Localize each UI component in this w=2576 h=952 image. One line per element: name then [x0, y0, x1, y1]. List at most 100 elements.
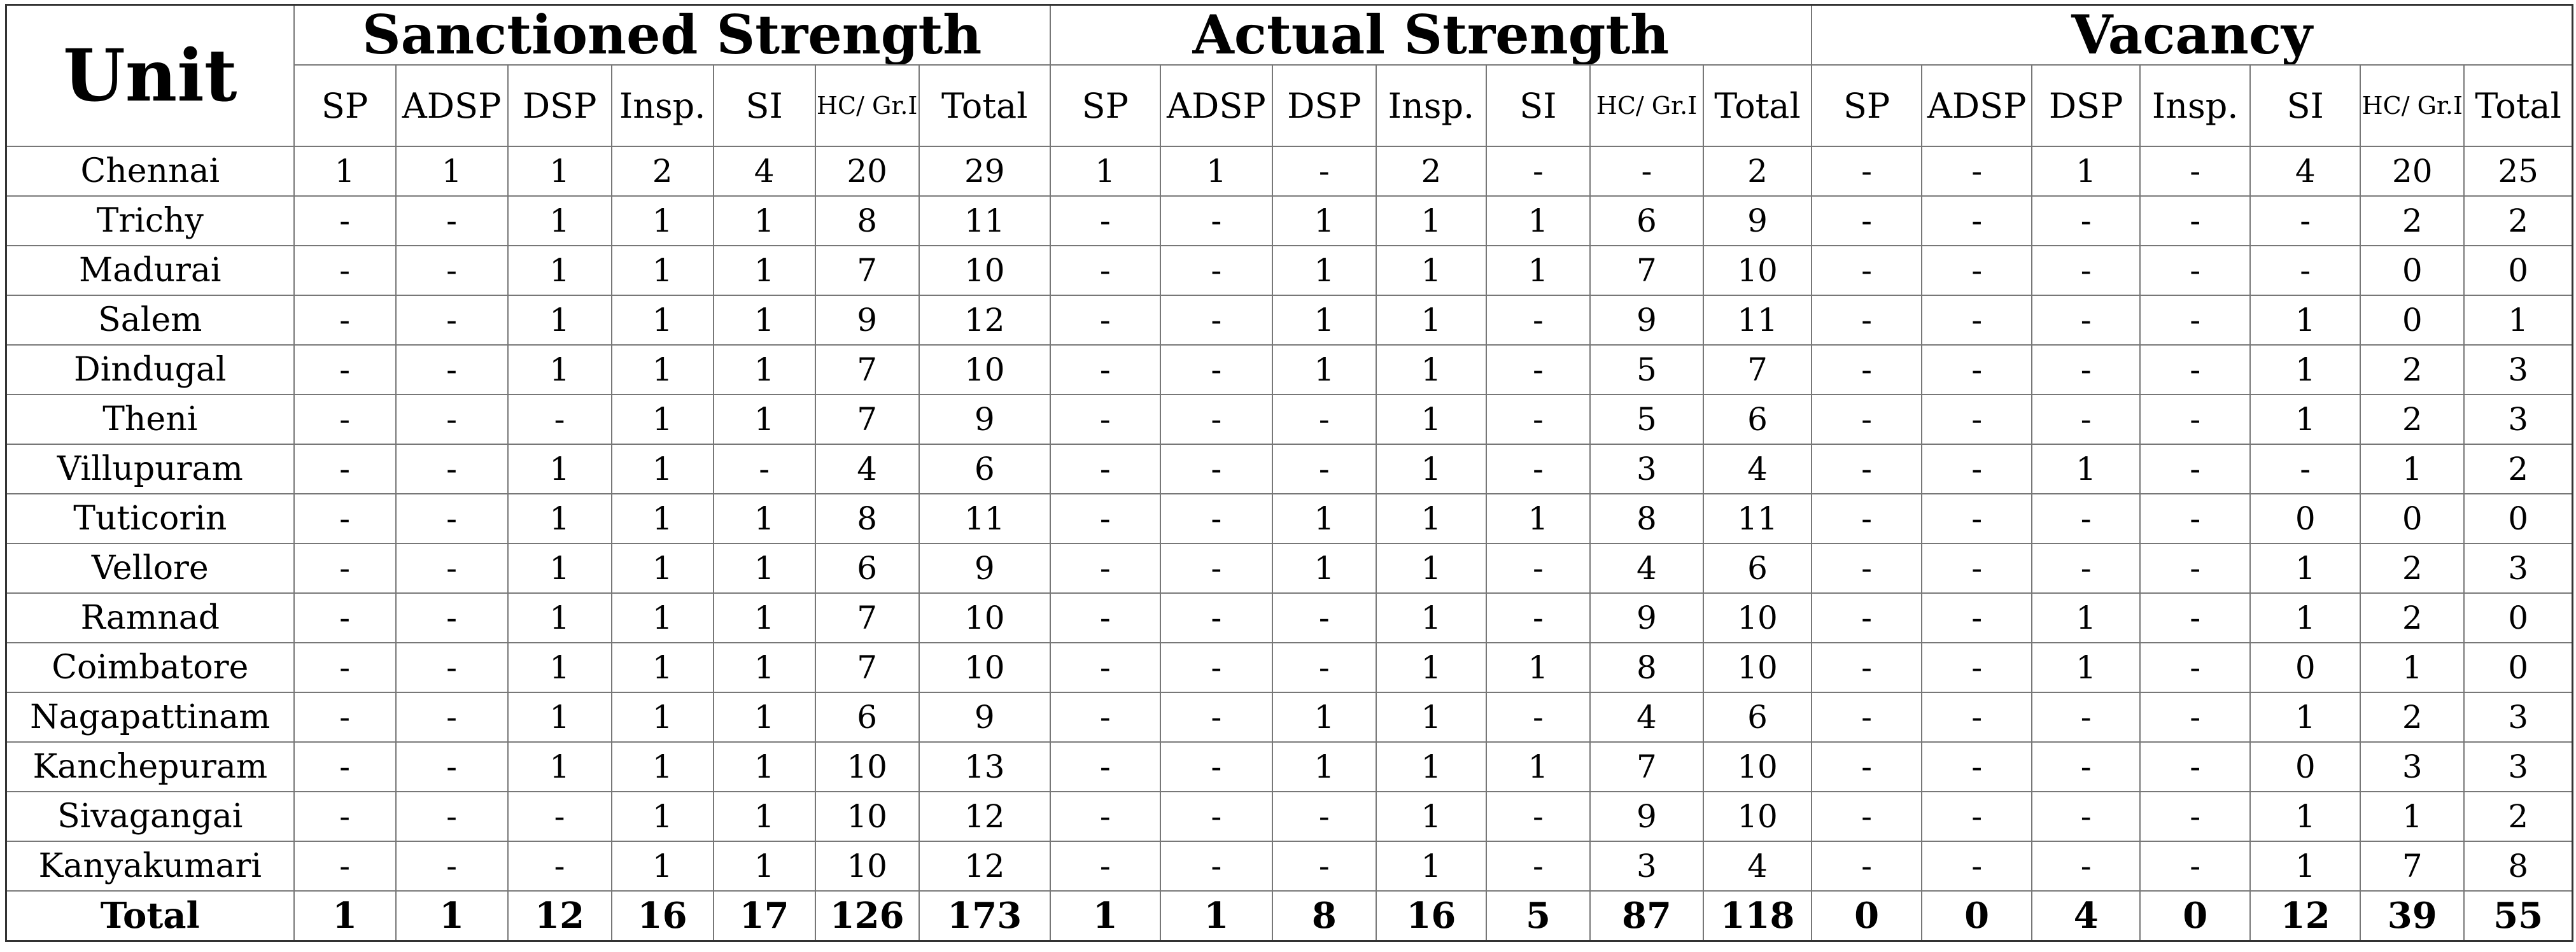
- cell-actual-strength-hc-gr-i: 5: [1589, 394, 1704, 445]
- cell-actual-strength-hc-gr-i: 9: [1589, 295, 1704, 346]
- unit-name: Total: [5, 890, 295, 942]
- cell-sanctioned-strength-hc-gr-i: 7: [814, 245, 920, 296]
- cell-actual-strength-hc-gr-i: 3: [1589, 841, 1704, 892]
- cell-actual-strength-insp: 1: [1375, 791, 1487, 842]
- cell-sanctioned-strength-dsp: 1: [507, 642, 612, 693]
- total-row: Total 1 1 12 16 17 126 173 1 1 8 16 5 87 118 0 0 4 0 12 39 55: [5, 890, 2573, 942]
- cell-sanctioned-strength-total: 13: [918, 741, 1051, 792]
- cell-vacancy-total: 3: [2463, 741, 2573, 792]
- table-row: Villupuram - -1 1-4 6- - -1-3 4- -1- -1 2: [5, 444, 2573, 494]
- cell-sanctioned-strength-hc-gr-i: 10: [814, 741, 920, 792]
- cell-vacancy-total: 25: [2463, 146, 2573, 197]
- cell-sanctioned-strength-total: 173: [918, 890, 1051, 942]
- cell-actual-strength-dsp: 1: [1271, 295, 1377, 346]
- cell-actual-strength-si: -: [1485, 592, 1591, 643]
- cell-actual-strength-sp: -: [1049, 841, 1161, 892]
- cell-vacancy-sp: -: [1811, 195, 1923, 246]
- column-header-dsp: DSP: [507, 64, 612, 147]
- cell-sanctioned-strength-hc-gr-i: 7: [814, 344, 920, 395]
- cell-vacancy-insp: -: [2139, 791, 2251, 842]
- cell-actual-strength-adsp: -: [1159, 394, 1273, 445]
- cell-actual-strength-total: 10: [1702, 245, 1813, 296]
- column-header-adsp: ADSP: [395, 64, 509, 147]
- cell-actual-strength-sp: -: [1049, 592, 1161, 643]
- cell-actual-strength-dsp: 1: [1271, 195, 1377, 246]
- cell-vacancy-hc-gr-i: 1: [2360, 791, 2465, 842]
- cell-actual-strength-si: -: [1485, 295, 1591, 346]
- table-row: Salem - -1 1 1 9 12- -1 1-9 11- - - -1 0 1: [5, 295, 2573, 346]
- column-header-sp: SP: [293, 64, 397, 147]
- cell-actual-strength-total: 4: [1702, 444, 1813, 494]
- cell-vacancy-sp: -: [1811, 295, 1923, 346]
- cell-actual-strength-si: 1: [1485, 493, 1591, 544]
- unit-name: Vellore: [5, 543, 295, 594]
- cell-sanctioned-strength-sp: -: [293, 493, 397, 544]
- table-row: Chennai 1 1 1 2 4 20 29 1 1-2- -2- -1-4 20 25: [5, 146, 2573, 197]
- cell-vacancy-total: 3: [2463, 692, 2573, 743]
- cell-sanctioned-strength-si: 1: [712, 592, 816, 643]
- cell-actual-strength-hc-gr-i: 5: [1589, 344, 1704, 395]
- cell-actual-strength-adsp: 1: [1159, 890, 1273, 942]
- cell-sanctioned-strength-total: 12: [918, 841, 1051, 892]
- cell-sanctioned-strength-insp: 1: [610, 741, 714, 792]
- column-header-insp: Insp.: [610, 64, 714, 147]
- cell-vacancy-total: 0: [2463, 642, 2573, 693]
- cell-actual-strength-total: 10: [1702, 791, 1813, 842]
- cell-actual-strength-si: -: [1485, 841, 1591, 892]
- cell-sanctioned-strength-si: 1: [712, 543, 816, 594]
- cell-actual-strength-sp: -: [1049, 791, 1161, 842]
- cell-vacancy-si: -: [2249, 195, 2361, 246]
- table-row: Vellore - -1 1 1 6 9- -1 1-4 6- - - -1 2 3: [5, 543, 2573, 594]
- cell-vacancy-hc-gr-i: 2: [2360, 692, 2465, 743]
- cell-sanctioned-strength-insp: 1: [610, 592, 714, 643]
- cell-sanctioned-strength-si: 1: [712, 841, 816, 892]
- cell-actual-strength-insp: 1: [1375, 245, 1487, 296]
- cell-vacancy-si: 0: [2249, 741, 2361, 792]
- cell-sanctioned-strength-total: 10: [918, 344, 1051, 395]
- cell-actual-strength-si: 5: [1485, 890, 1591, 942]
- cell-vacancy-si: 1: [2249, 344, 2361, 395]
- cell-vacancy-sp: -: [1811, 592, 1923, 643]
- cell-sanctioned-strength-hc-gr-i: 9: [814, 295, 920, 346]
- group-header-actual-strength: Actual Strength: [1049, 4, 1813, 66]
- cell-vacancy-dsp: -: [2031, 245, 2141, 296]
- cell-actual-strength-adsp: -: [1159, 543, 1273, 594]
- cell-actual-strength-hc-gr-i: 7: [1589, 245, 1704, 296]
- cell-actual-strength-hc-gr-i: 9: [1589, 592, 1704, 643]
- cell-vacancy-adsp: -: [1921, 642, 2033, 693]
- cell-actual-strength-sp: -: [1049, 394, 1161, 445]
- group-header-sanctioned-strength: Sanctioned Strength: [293, 4, 1051, 66]
- cell-vacancy-dsp: -: [2031, 791, 2141, 842]
- cell-sanctioned-strength-hc-gr-i: 7: [814, 394, 920, 445]
- cell-vacancy-total: 8: [2463, 841, 2573, 892]
- cell-sanctioned-strength-si: 1: [712, 692, 816, 743]
- cell-vacancy-dsp: -: [2031, 344, 2141, 395]
- cell-actual-strength-adsp: -: [1159, 295, 1273, 346]
- cell-actual-strength-adsp: -: [1159, 493, 1273, 544]
- cell-actual-strength-sp: -: [1049, 245, 1161, 296]
- cell-actual-strength-sp: 1: [1049, 146, 1161, 197]
- cell-vacancy-adsp: -: [1921, 245, 2033, 296]
- cell-sanctioned-strength-insp: 1: [610, 295, 714, 346]
- cell-actual-strength-adsp: -: [1159, 444, 1273, 494]
- cell-sanctioned-strength-dsp: 1: [507, 692, 612, 743]
- cell-vacancy-adsp: -: [1921, 741, 2033, 792]
- cell-sanctioned-strength-insp: 1: [610, 493, 714, 544]
- cell-sanctioned-strength-si: 1: [712, 344, 816, 395]
- cell-sanctioned-strength-sp: -: [293, 791, 397, 842]
- cell-sanctioned-strength-dsp: 1: [507, 444, 612, 494]
- cell-actual-strength-dsp: -: [1271, 841, 1377, 892]
- cell-vacancy-adsp: -: [1921, 444, 2033, 494]
- cell-sanctioned-strength-total: 11: [918, 195, 1051, 246]
- cell-sanctioned-strength-total: 9: [918, 394, 1051, 445]
- cell-vacancy-si: -: [2249, 444, 2361, 494]
- cell-sanctioned-strength-si: 1: [712, 741, 816, 792]
- cell-actual-strength-si: 1: [1485, 245, 1591, 296]
- cell-sanctioned-strength-total: 12: [918, 791, 1051, 842]
- cell-actual-strength-sp: -: [1049, 195, 1161, 246]
- cell-actual-strength-total: 11: [1702, 295, 1813, 346]
- cell-sanctioned-strength-total: 9: [918, 692, 1051, 743]
- cell-sanctioned-strength-dsp: -: [507, 791, 612, 842]
- cell-sanctioned-strength-adsp: -: [395, 592, 509, 643]
- cell-vacancy-hc-gr-i: 3: [2360, 741, 2465, 792]
